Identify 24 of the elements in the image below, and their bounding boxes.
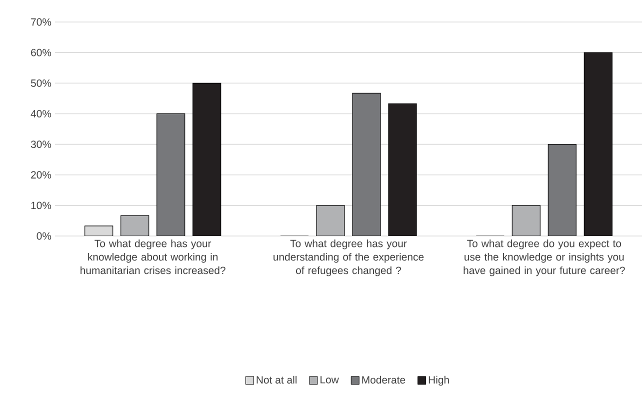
y-tick-label: 0% xyxy=(36,232,52,240)
y-tick-label: 20% xyxy=(31,171,52,179)
y-tick-label: 50% xyxy=(30,79,52,87)
bar xyxy=(120,215,150,236)
legend-label: Low xyxy=(320,376,339,384)
bar xyxy=(548,144,576,236)
bar xyxy=(316,205,345,236)
x-tick-label: To what degree has your knowledge about working in humanitarian crises increased? xyxy=(80,240,226,274)
legend-label: Moderate xyxy=(362,376,406,384)
y-tick-label: 70% xyxy=(31,18,52,26)
bar xyxy=(156,113,186,236)
legend-label: Not at all xyxy=(256,376,297,384)
bar xyxy=(192,82,222,236)
bar xyxy=(388,103,417,236)
y-tick-label: 30% xyxy=(30,140,52,148)
bar xyxy=(352,92,381,236)
y-tick-label: 60% xyxy=(31,48,52,56)
x-tick-label: To what degree do you expect to use the knowledge or insights you have gained in your future career? xyxy=(464,240,625,276)
bar xyxy=(584,52,612,236)
y-tick-label: 40% xyxy=(30,110,52,118)
x-tick-label: To what degree has your understanding of the experience of refugees changed ? xyxy=(274,240,424,276)
legend-label: High xyxy=(428,376,449,386)
y-tick-label: 10% xyxy=(31,202,52,210)
bar xyxy=(512,205,540,236)
